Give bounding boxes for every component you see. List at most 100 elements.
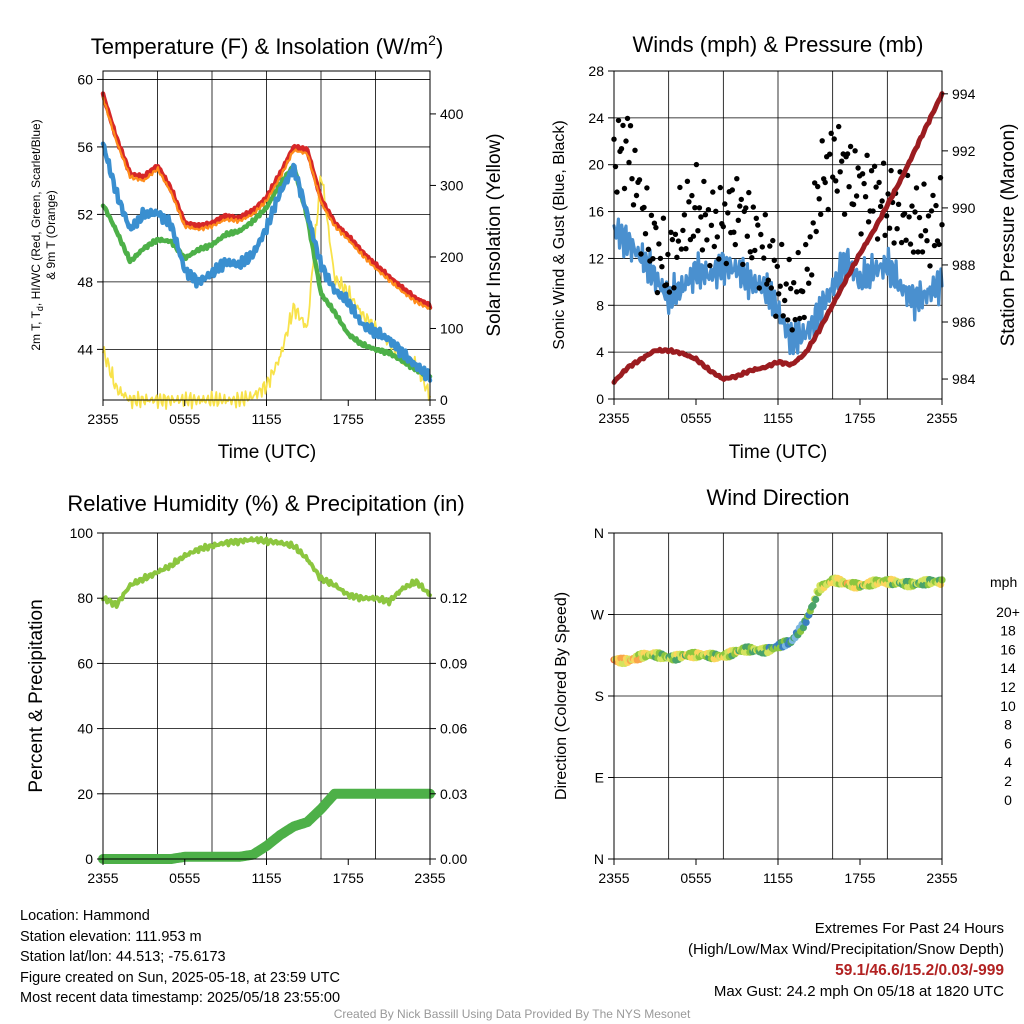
gust-point — [704, 237, 710, 243]
gust-point — [684, 178, 691, 184]
temperature-title-sup: 2 — [428, 32, 436, 48]
gust-point — [865, 219, 872, 225]
direction-ylabel: Direction (Colored By Speed) — [553, 592, 570, 800]
gust-point — [862, 194, 869, 200]
gust-point — [895, 201, 902, 207]
temperature-ylabel-sub: d — [35, 306, 45, 311]
gust-point — [922, 228, 929, 234]
x-tick-label: 2355 — [926, 410, 957, 426]
temperature-title-end: ) — [436, 34, 443, 59]
y2-tick-label: 300 — [440, 177, 464, 193]
x-tick-label: 1755 — [333, 870, 364, 886]
y-tick-label: N — [594, 851, 604, 867]
x-tick-label: 1155 — [251, 411, 281, 427]
gust-point — [681, 212, 688, 218]
gust-point — [827, 151, 833, 157]
gust-point — [723, 260, 729, 267]
hi-wc-line — [100, 141, 433, 383]
gust-point — [855, 165, 861, 171]
x-tick-label: 1155 — [763, 410, 793, 426]
gust-point — [789, 327, 795, 333]
gust-point — [847, 143, 854, 150]
gust-point — [663, 282, 670, 288]
direction-grid — [614, 533, 942, 859]
gust-point — [788, 285, 794, 292]
gust-point — [912, 209, 918, 215]
gust-point — [913, 185, 920, 191]
gust-point — [831, 136, 837, 142]
extremes-info: Extremes For Past 24 Hours (High/Low/Max… — [688, 918, 1004, 1002]
gust-point — [815, 183, 821, 190]
y-tick-label: 60 — [77, 71, 93, 87]
gust-point — [792, 316, 798, 323]
gust-point — [858, 231, 864, 237]
gust-point — [656, 241, 662, 247]
winds-y2label: Station Pressure (Maroon) — [998, 124, 1019, 347]
winds-ylabel: Sonic Wind & Gust (Blue, Black) — [551, 120, 568, 349]
gust-point — [615, 117, 622, 124]
gust-point — [931, 242, 938, 249]
gust-point — [755, 222, 761, 228]
gust-point — [714, 234, 720, 240]
temperature-ticks: 2355 0555 1155 1755 2355 44 48 52 56 60 0 100 200 300… — [77, 71, 463, 427]
gust-point — [765, 277, 771, 283]
temperature-panel: Temperature (F) & Insolation (W/m2) 2355… — [29, 32, 505, 463]
9m-t-line — [101, 96, 432, 310]
humidity-title: Relative Humidity (%) & Precipitation (i… — [67, 491, 464, 516]
gust-point — [822, 179, 828, 186]
temperature-ylabel-line1: 2m T, Td, HI/WC (Red, Green, Scarlet/Blu… — [29, 119, 45, 350]
temperature-ylabel-end: , HI/WC (Red, Green, Scarlet/Blue) — [29, 119, 43, 306]
winds-title: Winds (mph) & Pressure (mb) — [633, 32, 924, 57]
y-tick-label: S — [595, 688, 604, 704]
x-tick-label: 1155 — [763, 870, 793, 886]
speed-colorbar: 20+ 18 16 14 12 10 8 6 4 2 0 — [996, 604, 1020, 808]
colorbar-label: 8 — [1004, 717, 1012, 733]
gust-point — [839, 158, 845, 164]
gust-point — [678, 246, 685, 252]
gust-point — [873, 184, 879, 190]
gust-point — [909, 203, 915, 209]
gust-point — [844, 151, 851, 157]
gust-point — [882, 232, 888, 238]
gust-point — [870, 208, 876, 214]
temperature-xlabel: Time (UTC) — [218, 442, 317, 463]
gust-point — [654, 289, 661, 296]
x-tick-label: 1755 — [333, 411, 364, 427]
gust-point — [768, 285, 774, 291]
direction-panel: Wind Direction 2355 0555 1155 1755 2355 N E S W N… — [553, 485, 1020, 886]
recent-timestamp: Most recent data timestamp: 2025/05/18 2… — [20, 990, 341, 1006]
gust-point — [648, 212, 655, 218]
gust-point — [735, 217, 741, 223]
gust-point — [825, 206, 831, 213]
humidity-grid — [103, 533, 430, 859]
extremes-subtitle: (High/Low/Max Wind/Precipitation/Snow De… — [688, 941, 1004, 958]
y2-tick-label: 0.00 — [440, 851, 467, 867]
gust-point — [804, 266, 810, 272]
gust-point — [885, 191, 891, 197]
gust-point — [707, 262, 713, 269]
x-tick-label: 2355 — [598, 410, 629, 426]
x-tick-label: 2355 — [598, 870, 629, 886]
gust-point — [746, 189, 752, 196]
gust-point — [801, 314, 807, 321]
x-tick-label: 2355 — [87, 870, 118, 886]
y-tick-label: 52 — [77, 206, 93, 222]
humidity-panel: Relative Humidity (%) & Precipitation (i… — [26, 491, 467, 886]
y2-tick-label: 994 — [952, 86, 976, 102]
gust-point — [918, 233, 924, 239]
x-tick-label: 2355 — [414, 411, 445, 427]
y-tick-label: N — [594, 525, 604, 541]
gust-point — [916, 214, 923, 221]
td-line — [100, 164, 433, 381]
colorbar-label: 2 — [1004, 773, 1012, 789]
gust-point — [657, 255, 664, 262]
y-tick-label: 0 — [596, 391, 604, 407]
gust-point — [695, 228, 701, 234]
gust-point — [749, 255, 755, 261]
gust-point — [623, 138, 629, 144]
temperature-series — [100, 91, 433, 410]
gust-point — [924, 238, 930, 244]
gust-point — [919, 249, 926, 255]
y-tick-label: E — [595, 770, 604, 786]
